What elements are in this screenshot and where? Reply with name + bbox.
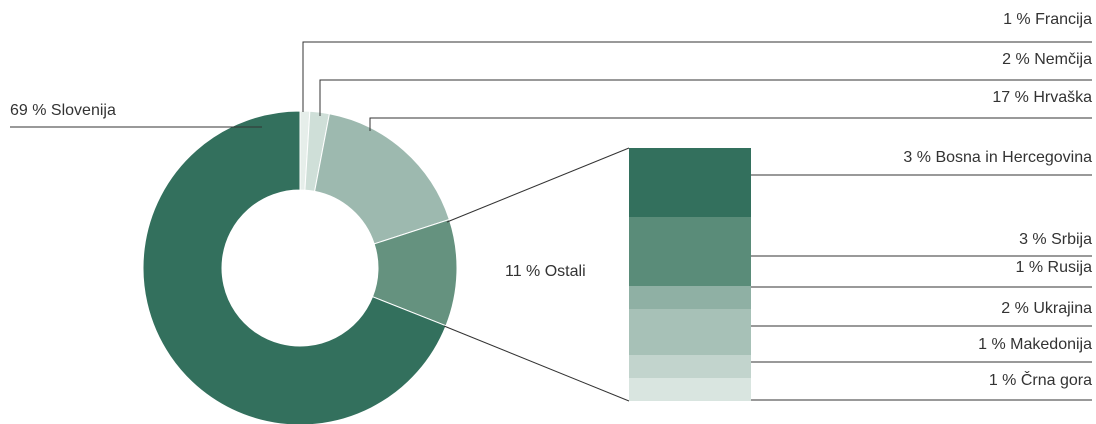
slice-label: 3 % Bosna in Hercegovina <box>903 149 1092 166</box>
value-label: 1 % <box>978 336 1006 353</box>
value-label: 17 % <box>992 89 1028 106</box>
breakdown-segment <box>629 286 751 309</box>
slice-label: 17 % Hrvaška <box>992 89 1092 106</box>
value-label: 2 % <box>1001 300 1029 317</box>
value-label: 69 % <box>10 102 46 119</box>
category-label: Ostali <box>545 263 586 280</box>
value-label: 1 % <box>1016 259 1044 276</box>
donut-slice <box>142 110 447 424</box>
category-label: Črna gora <box>1021 370 1092 389</box>
breakdown-segment <box>629 217 751 286</box>
category-label: Hrvaška <box>1033 89 1092 106</box>
category-label: Rusija <box>1048 259 1093 276</box>
category-label: Srbija <box>1051 231 1092 248</box>
slice-label: 1 % Francija <box>1003 11 1092 28</box>
category-label: Nemčija <box>1034 51 1092 68</box>
value-label: 11 % <box>505 263 540 280</box>
slice-label: 1 % Črna gora <box>989 370 1092 389</box>
connector-line <box>443 325 630 402</box>
slice-label: 11 % Ostali <box>505 263 586 280</box>
slice-label: 2 % Nemčija <box>1002 51 1092 68</box>
leader-line <box>369 117 1092 131</box>
category-label: Ukrajina <box>1033 300 1092 317</box>
leader-line <box>302 41 1092 112</box>
value-label: 3 % <box>903 149 931 166</box>
slice-label: 2 % Ukrajina <box>1001 300 1092 317</box>
breakdown-segment <box>629 378 751 401</box>
slice-label: 1 % Rusija <box>1016 259 1093 276</box>
category-label: Makedonija <box>1010 336 1092 353</box>
slice-label: 3 % Srbija <box>1019 231 1092 248</box>
breakdown-segment <box>629 309 751 355</box>
value-label: 1 % <box>1003 11 1031 28</box>
slice-label: 69 % Slovenija <box>10 102 116 119</box>
value-label: 2 % <box>1002 51 1030 68</box>
slice-label: 1 % Makedonija <box>978 336 1092 353</box>
donut-slice <box>314 113 450 245</box>
breakdown-segment <box>629 148 751 217</box>
leader-line <box>319 79 1092 116</box>
category-label: Francija <box>1035 11 1092 28</box>
category-label: Slovenija <box>51 102 116 119</box>
value-label: 3 % <box>1019 231 1047 248</box>
breakdown-segment <box>629 355 751 378</box>
value-label: 1 % <box>989 372 1017 389</box>
connector-line <box>446 147 630 223</box>
category-label: Bosna in Hercegovina <box>935 149 1092 166</box>
